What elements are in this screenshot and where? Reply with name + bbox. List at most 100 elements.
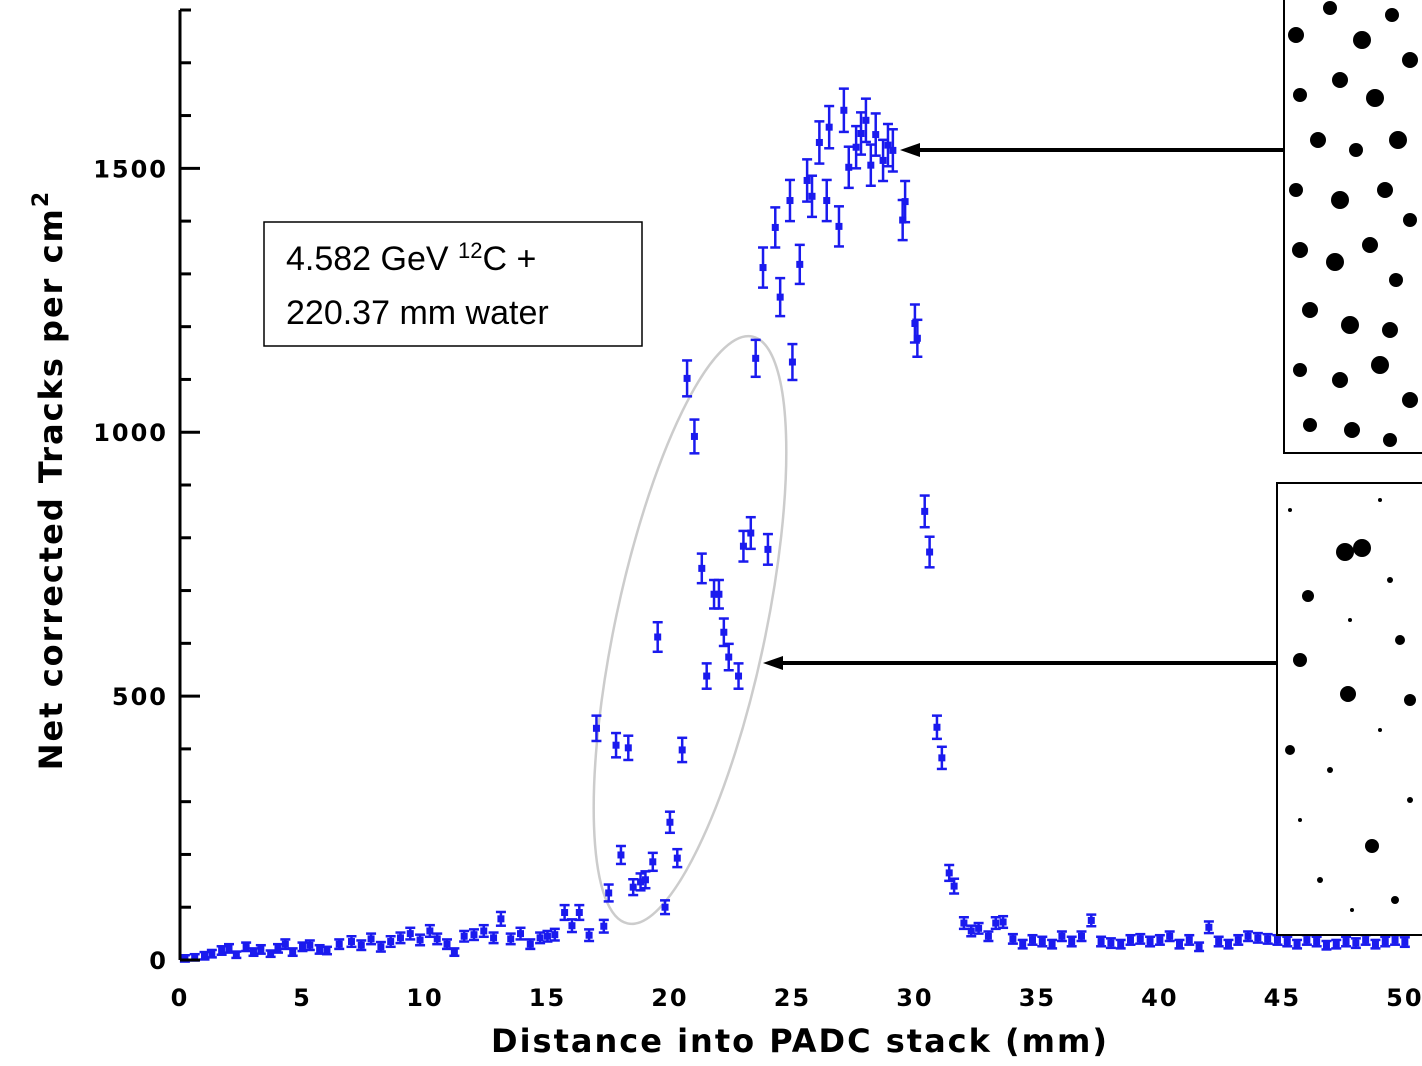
data-point	[661, 903, 669, 911]
data-point	[1391, 936, 1399, 944]
data-point	[1068, 938, 1076, 946]
y-tick-label: 1500	[93, 155, 168, 183]
data-point	[561, 909, 569, 916]
data-point	[1381, 938, 1389, 946]
data-point	[585, 931, 593, 939]
data-point	[739, 542, 747, 550]
data-point	[1313, 938, 1321, 946]
y-tick-label: 0	[149, 947, 168, 975]
data-point	[1087, 916, 1095, 924]
data-point	[666, 818, 674, 826]
data-point	[1038, 938, 1046, 946]
data-point	[396, 934, 404, 942]
data-point	[191, 953, 199, 961]
data-point	[377, 943, 385, 951]
data-point	[306, 941, 314, 949]
data-point	[600, 922, 608, 930]
x-tick-label: 5	[293, 984, 312, 1012]
data-point	[950, 882, 958, 890]
data-point	[884, 141, 892, 149]
data-point	[759, 264, 767, 272]
data-point	[862, 116, 870, 124]
data-point	[1283, 938, 1291, 946]
x-tick-label: 25	[774, 984, 811, 1012]
data-point	[698, 564, 706, 572]
data-point	[218, 947, 226, 954]
data-point	[1352, 939, 1360, 947]
data-point	[605, 889, 613, 897]
data-point	[1205, 923, 1213, 931]
data-point	[901, 198, 909, 206]
data-point	[281, 940, 289, 948]
x-tick-label: 30	[896, 984, 933, 1012]
data-point	[460, 932, 468, 940]
x-tick-label: 0	[171, 984, 190, 1012]
data-point	[612, 741, 620, 749]
annotation-suffix: C +	[483, 240, 537, 278]
arrow-head	[900, 143, 920, 157]
data-point	[480, 927, 488, 935]
data-point	[975, 924, 983, 932]
data-point	[1234, 936, 1242, 944]
y-tick-label: 500	[112, 683, 168, 711]
data-point	[1077, 932, 1085, 940]
data-point	[1303, 936, 1311, 944]
data-point	[208, 950, 216, 958]
data-point	[1009, 935, 1017, 943]
y-axis-title-superscript: 2	[29, 190, 54, 207]
data-point	[808, 192, 816, 200]
data-point	[776, 293, 784, 301]
x-axis-title: Distance into PADC stack (mm)	[491, 1022, 1109, 1060]
data-point	[764, 545, 772, 553]
data-point	[984, 932, 992, 940]
data-point	[771, 223, 779, 231]
y-axis-title-text: Net corrected Tracks per cm	[32, 207, 70, 770]
data-point	[857, 130, 865, 137]
arrows	[778, 148, 1284, 665]
y-tick-label: 1000	[93, 419, 168, 447]
data-point	[641, 876, 649, 884]
data-point	[517, 930, 525, 938]
data-point	[1107, 939, 1115, 947]
data-point	[536, 934, 544, 942]
data-point	[497, 915, 505, 923]
data-point	[999, 918, 1007, 926]
data-point	[551, 931, 559, 939]
data-point	[872, 131, 880, 139]
data-point	[406, 930, 414, 938]
data-point	[1048, 940, 1056, 948]
data-point	[899, 216, 907, 224]
data-point	[298, 943, 306, 951]
data-point	[200, 952, 208, 960]
data-point	[450, 948, 458, 956]
data-point	[796, 260, 804, 268]
inset-frame	[1283, 0, 1422, 454]
data-point	[1264, 935, 1272, 943]
data-point	[690, 432, 698, 440]
data-point	[1322, 941, 1330, 949]
data-point	[1195, 943, 1203, 951]
data-point	[720, 628, 728, 636]
data-point	[1362, 936, 1370, 944]
data-point	[852, 143, 860, 151]
inset-tracks	[1285, 498, 1416, 912]
data-point	[921, 507, 929, 515]
data-point	[1224, 940, 1232, 948]
data-point	[289, 948, 297, 956]
data-point	[911, 320, 919, 327]
arrow-head	[763, 656, 783, 670]
annotation-line2: 220.37 mm water	[286, 294, 549, 332]
data-point	[649, 858, 657, 866]
annotation-superscript: 12	[458, 238, 482, 263]
data-point	[683, 374, 691, 382]
data-point	[933, 723, 941, 731]
inset-top	[1283, 0, 1422, 454]
data-point	[543, 932, 551, 940]
x-tick-label: 20	[651, 984, 688, 1012]
data-point	[735, 672, 743, 680]
data-point	[507, 935, 515, 943]
data-point	[629, 883, 637, 891]
data-point	[1136, 935, 1144, 943]
data-point	[815, 138, 823, 146]
